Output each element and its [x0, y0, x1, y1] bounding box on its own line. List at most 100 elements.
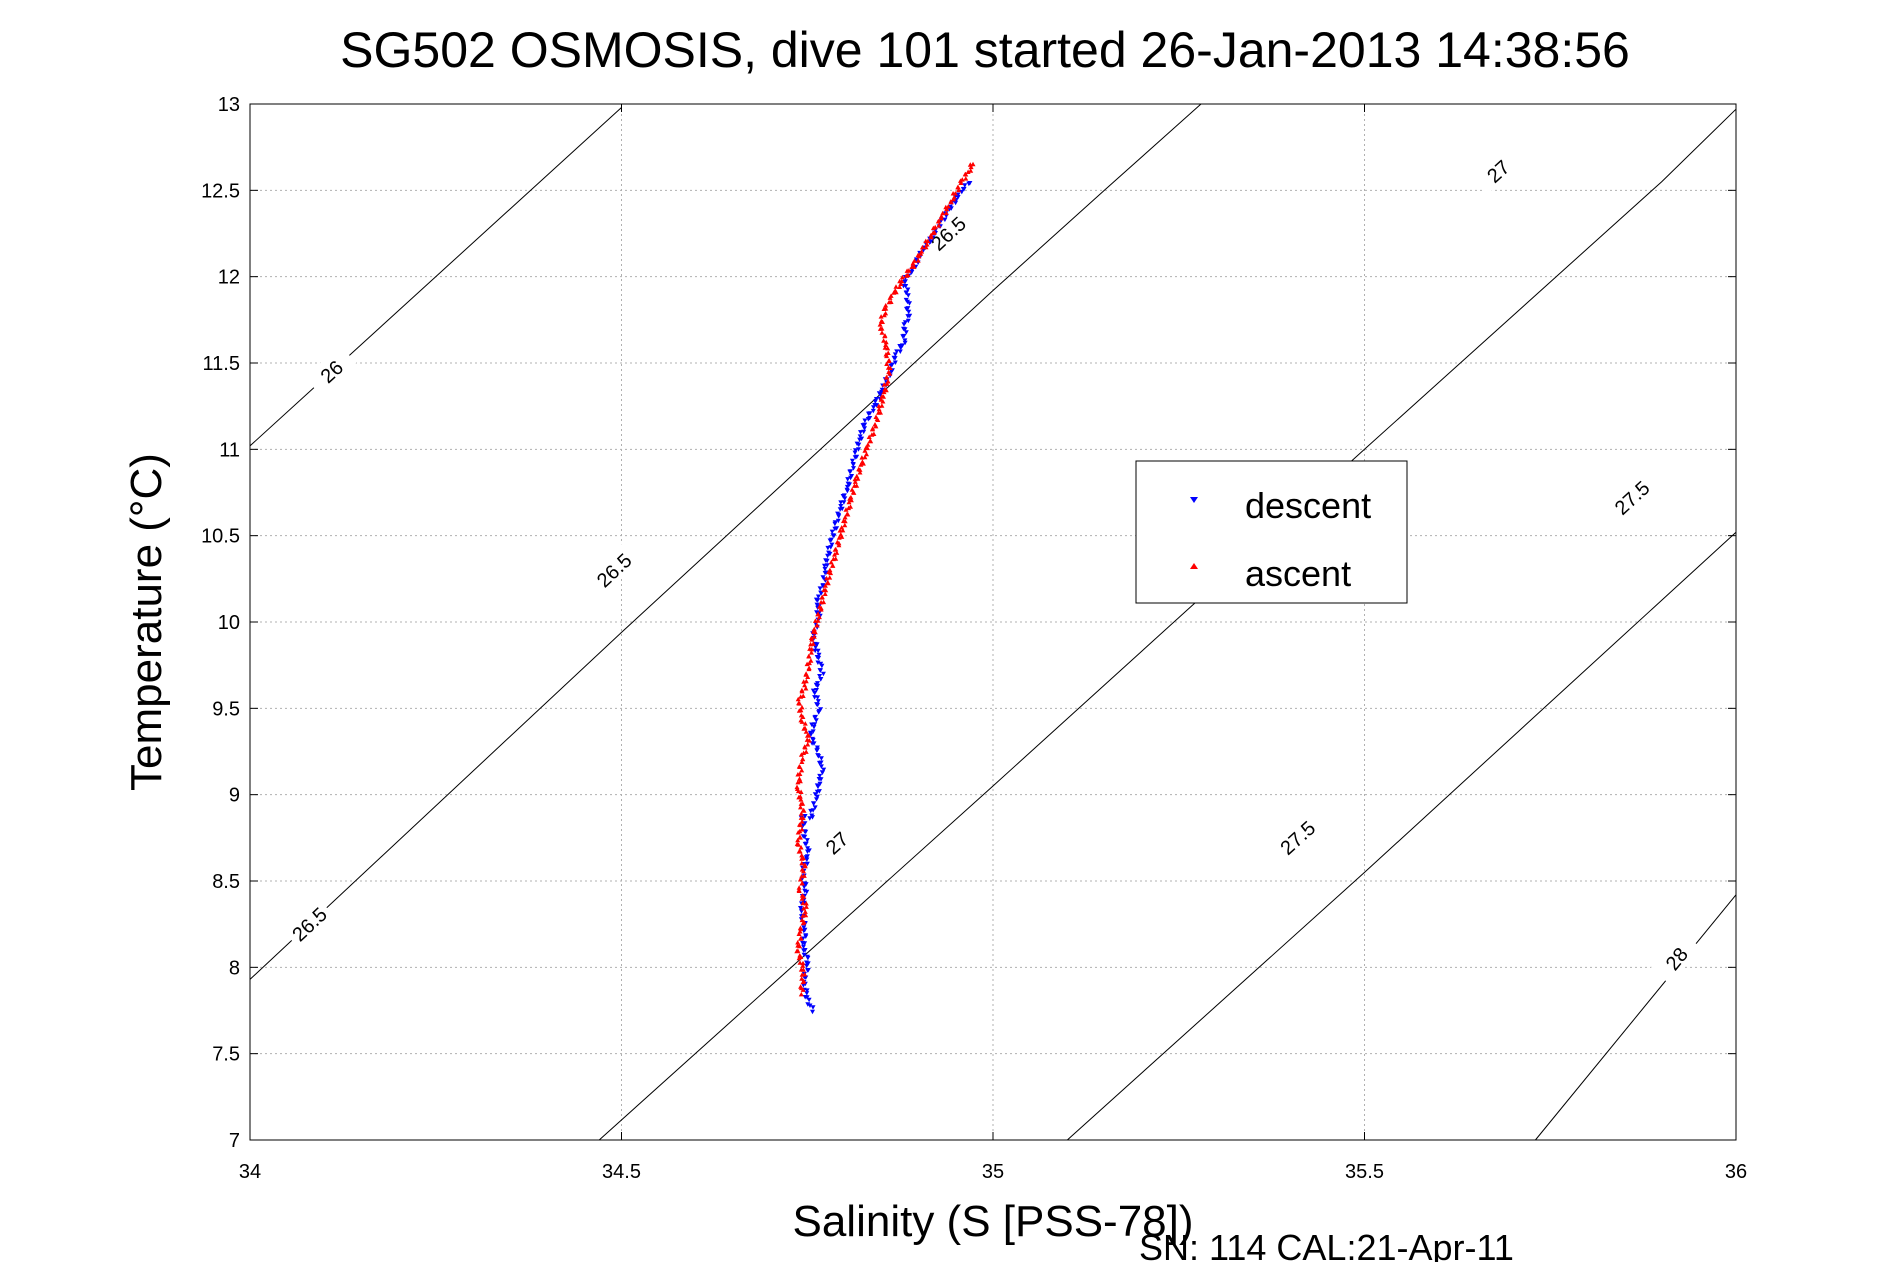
descent-point — [914, 257, 919, 262]
ascent-point — [865, 442, 871, 447]
descent-point — [809, 722, 815, 727]
descent-point — [814, 702, 820, 707]
descent-point — [817, 773, 823, 779]
ascent-point — [968, 164, 974, 170]
ascent-point — [802, 909, 808, 914]
ascent-point — [962, 171, 968, 177]
ascent-point — [800, 963, 806, 968]
descent-point — [838, 504, 844, 509]
series-ascent — [794, 161, 976, 997]
plot-area — [249, 103, 1737, 1141]
ascent-point — [878, 314, 884, 319]
descent-point — [889, 362, 895, 367]
descent-point — [815, 747, 820, 753]
descent-point — [817, 586, 823, 591]
ascent-point — [866, 434, 872, 439]
contour-label-background — [1604, 471, 1657, 522]
descent-point — [902, 279, 908, 284]
ascent-point — [936, 223, 942, 228]
ascent-point — [802, 682, 808, 688]
ascent-point — [857, 470, 863, 475]
y-tick-label: 9 — [229, 785, 240, 807]
ascent-point — [811, 634, 817, 639]
ascent-point — [886, 369, 892, 375]
descent-point — [816, 777, 822, 782]
ascent-point — [846, 499, 852, 505]
descent-point — [817, 674, 823, 679]
x-tick-label: 35.5 — [1345, 1161, 1384, 1183]
ascent-point — [848, 494, 854, 500]
descent-point — [832, 520, 838, 525]
ascent-point — [849, 487, 855, 492]
ascent-point — [834, 539, 840, 545]
descent-point — [815, 594, 821, 599]
descent-point — [812, 805, 818, 810]
ascent-point — [822, 591, 828, 596]
y-tick-label: 11.5 — [203, 353, 240, 375]
ascent-point — [906, 268, 912, 273]
descent-point — [812, 648, 818, 654]
legend-label-descent: descent — [1245, 485, 1371, 526]
ascent-point — [807, 646, 813, 651]
ascent-point — [834, 550, 840, 555]
ascent-point — [843, 507, 849, 512]
ascent-point — [804, 737, 810, 742]
ascent-point — [965, 169, 971, 174]
y-tick-label: 7.5 — [212, 1044, 240, 1066]
ascent-point — [797, 794, 803, 799]
descent-point — [803, 933, 809, 938]
y-axis-title: Temperature (°C) — [122, 453, 171, 791]
descent-point — [856, 447, 861, 452]
ascent-point — [867, 438, 873, 444]
descent-point — [873, 397, 879, 402]
descent-point — [870, 408, 876, 414]
ascent-point — [970, 161, 976, 167]
ascent-point — [800, 900, 806, 906]
descent-point — [801, 944, 806, 950]
descent-point — [802, 814, 808, 819]
ascent-point — [883, 339, 889, 345]
contour-label-background — [1270, 811, 1323, 862]
descent-point — [901, 326, 906, 332]
ascent-point — [794, 784, 800, 790]
ascent-point — [892, 288, 898, 293]
descent-point — [854, 441, 860, 447]
ascent-point — [796, 931, 802, 936]
ascent-point — [882, 345, 888, 350]
descent-point — [802, 948, 808, 953]
ascent-point — [879, 393, 885, 399]
ascent-point — [839, 525, 845, 530]
descent-point — [905, 306, 911, 311]
descent-point — [960, 187, 966, 192]
y-tick-label: 10.5 — [201, 526, 240, 548]
ascent-point — [800, 756, 806, 761]
ascent-point — [825, 580, 831, 585]
descent-point — [841, 500, 847, 505]
ascent-point — [797, 822, 802, 827]
ascent-point — [803, 749, 809, 754]
ascent-point — [803, 901, 809, 906]
y-tick-label: 12.5 — [201, 180, 240, 202]
ascent-point — [883, 310, 889, 316]
ascent-point — [798, 811, 804, 816]
ascent-point — [817, 604, 822, 609]
ascent-point — [795, 837, 801, 843]
ascent-point — [932, 224, 938, 230]
ascent-point — [800, 855, 806, 861]
ascent-point — [795, 943, 801, 948]
ascent-point — [938, 213, 944, 219]
serial-calibration-footer: SN: 114 CAL:21-Apr-11 — [1139, 1227, 1514, 1262]
ascent-point — [819, 594, 825, 599]
ascent-point — [811, 626, 817, 632]
ascent-point — [923, 244, 929, 250]
descent-point — [801, 884, 807, 890]
descent-point — [803, 841, 809, 847]
ascent-point — [884, 381, 890, 386]
ascent-point — [898, 281, 904, 286]
descent-point — [812, 792, 818, 797]
ascent-point — [852, 479, 858, 484]
descent-point — [905, 318, 911, 324]
descent-point — [800, 940, 806, 946]
descent-point — [902, 320, 908, 325]
ascent-point — [951, 194, 957, 200]
